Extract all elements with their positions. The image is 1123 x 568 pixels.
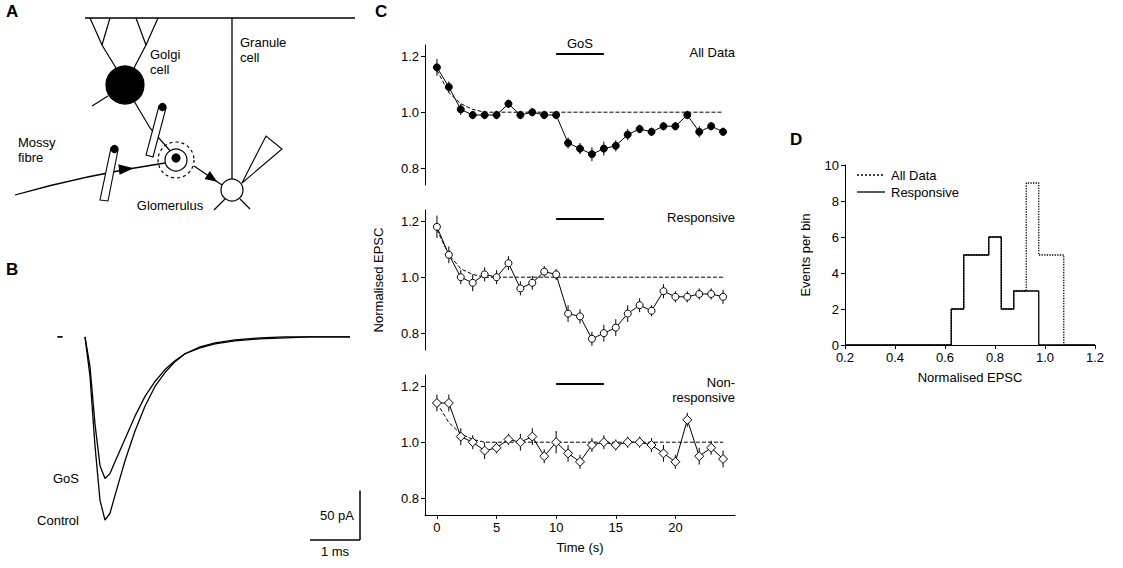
svg-text:20: 20: [668, 520, 682, 535]
svg-text:fibre: fibre: [18, 150, 43, 165]
svg-text:Granule: Granule: [240, 35, 286, 50]
svg-text:cell: cell: [150, 62, 170, 77]
svg-text:1.2: 1.2: [1086, 350, 1104, 365]
svg-text:A: A: [6, 2, 18, 21]
svg-text:0.8: 0.8: [986, 350, 1004, 365]
svg-text:GoS: GoS: [53, 471, 79, 486]
svg-text:1.0: 1.0: [1036, 350, 1054, 365]
svg-text:6: 6: [832, 230, 839, 245]
svg-text:GoS: GoS: [567, 36, 593, 51]
svg-text:15: 15: [609, 520, 623, 535]
svg-text:0.4: 0.4: [886, 350, 904, 365]
svg-text:10: 10: [825, 158, 839, 173]
svg-text:2: 2: [832, 302, 839, 317]
svg-text:0.8: 0.8: [401, 491, 419, 506]
svg-text:5: 5: [493, 520, 500, 535]
svg-text:Responsive: Responsive: [667, 210, 735, 225]
svg-text:Events per bin: Events per bin: [798, 213, 813, 296]
svg-text:8: 8: [832, 194, 839, 209]
svg-text:Normalised EPSC: Normalised EPSC: [371, 228, 386, 333]
svg-text:1.2: 1.2: [401, 214, 419, 229]
svg-text:1.0: 1.0: [401, 270, 419, 285]
svg-text:Responsive: Responsive: [891, 185, 959, 200]
svg-text:All Data: All Data: [891, 168, 937, 183]
svg-text:1 ms: 1 ms: [321, 544, 350, 559]
svg-text:1.0: 1.0: [401, 105, 419, 120]
svg-text:C: C: [375, 2, 387, 21]
svg-text:10: 10: [549, 520, 563, 535]
svg-text:1.0: 1.0: [401, 435, 419, 450]
svg-text:0: 0: [433, 520, 440, 535]
svg-text:Normalised EPSC: Normalised EPSC: [918, 370, 1023, 385]
svg-text:0.2: 0.2: [836, 350, 854, 365]
svg-text:D: D: [790, 130, 802, 149]
svg-text:1.2: 1.2: [401, 49, 419, 64]
svg-text:4: 4: [832, 266, 839, 281]
svg-text:0.6: 0.6: [936, 350, 954, 365]
svg-text:0.8: 0.8: [401, 161, 419, 176]
svg-text:cell: cell: [240, 50, 260, 65]
svg-text:Glomerulus: Glomerulus: [137, 198, 204, 213]
svg-text:Golgi: Golgi: [150, 47, 180, 62]
svg-text:50 pA: 50 pA: [320, 508, 354, 523]
svg-text:0.8: 0.8: [401, 326, 419, 341]
svg-text:B: B: [6, 260, 18, 279]
svg-text:responsive: responsive: [672, 390, 735, 405]
svg-text:Mossy: Mossy: [18, 135, 56, 150]
svg-text:0: 0: [831, 337, 839, 353]
svg-text:Control: Control: [37, 513, 79, 528]
svg-text:Non-: Non-: [707, 375, 735, 390]
svg-text:1.2: 1.2: [401, 379, 419, 394]
svg-text:All Data: All Data: [689, 45, 735, 60]
svg-text:Time (s): Time (s): [556, 540, 603, 555]
